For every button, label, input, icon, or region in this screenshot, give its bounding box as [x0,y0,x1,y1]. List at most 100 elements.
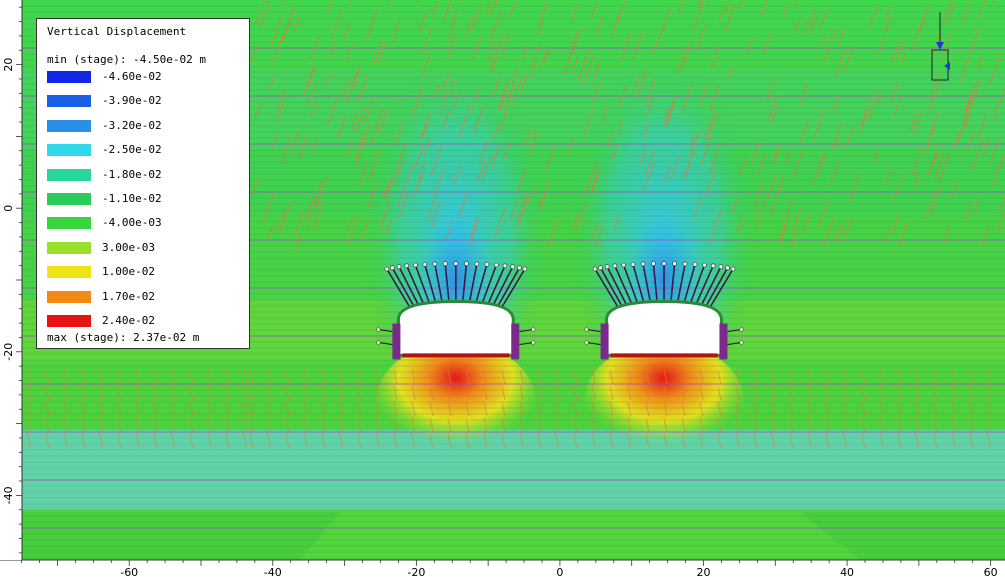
joint-line [591,417,596,433]
joint-line [117,369,122,385]
joint-line [395,144,406,172]
joint-line [531,43,541,67]
joint-line [446,20,456,44]
joint-line [443,0,452,22]
joint-line [312,199,325,231]
joint-line [976,55,984,72]
joint-line [573,433,578,449]
joint-line [817,198,829,227]
joint-line [940,33,952,62]
joint-line [746,37,753,55]
joint-line [473,107,484,135]
joint-line [825,385,830,401]
joint-line [717,417,722,433]
joint-line [99,417,104,433]
joint-line [833,94,840,111]
joint-line [347,216,354,232]
joint-line [538,192,547,212]
joint-line [464,16,474,40]
joint-line [189,385,194,401]
joint-line [708,142,721,174]
bolt-anchor [413,262,418,268]
joint-line [63,385,68,401]
joint-line [225,417,230,433]
joint-line [632,31,643,60]
bolt-anchor [396,264,402,270]
legend-swatch [47,290,91,303]
joint-line [329,40,336,58]
joint-line [676,45,688,75]
joint-line [951,385,956,401]
rock-bolt [386,268,411,308]
joint-line [867,90,879,120]
bolt-anchor [510,264,515,270]
joint-line [813,108,826,141]
y-tick-label: 0 [2,205,15,212]
rock-bolt [444,263,450,300]
joint-line [490,58,497,74]
joint-line [879,369,884,385]
joint-line [969,385,974,401]
joint-line [379,202,390,231]
joint-line [465,401,470,417]
joint-line [254,9,262,25]
joint-line [342,78,350,98]
rock-bolt [705,267,729,306]
legend-label: 1.70e-02 [102,289,155,303]
joint-line [383,174,393,197]
joint-line [973,199,980,214]
joint-line [771,433,776,449]
joint-line [440,91,449,113]
joint-line [135,369,140,385]
joint-line [889,80,899,105]
joint-line [937,152,950,185]
joint-line [537,433,542,449]
joint-line [573,417,578,433]
joint-line [992,0,995,5]
legend-swatch [47,71,91,83]
joint-line [803,17,810,34]
joint-line [897,39,905,58]
joint-line [682,149,695,181]
joint-line [519,401,524,417]
joint-line [928,71,940,102]
joint-line [924,126,936,155]
joint-line [458,193,468,219]
joint-line [825,401,830,417]
joint-line [483,385,488,401]
joint-line [135,417,140,433]
joint-line [491,142,501,166]
joint-line [699,433,704,449]
joint-line [153,417,158,433]
bolt-anchor [390,265,395,271]
joint-line [375,108,384,128]
joint-line [642,163,654,195]
joint-line [861,433,866,449]
joint-line [420,51,431,78]
bolt-anchor [702,262,707,268]
joint-line [392,159,404,188]
joint-line [848,173,860,203]
joint-line [810,7,817,23]
legend-min-label: min (stage): -4.50e-02 m [47,53,206,66]
joint-line [493,208,506,239]
joint-line [471,89,480,111]
joint-line [753,433,758,449]
joint-line [465,433,470,449]
joint-line [536,18,544,37]
joint-line [509,200,518,221]
soil-zone [0,512,340,560]
joint-line [585,161,598,193]
joint-line [876,91,883,107]
joint-line [207,385,212,401]
joint-line [592,58,602,83]
joint-line [859,108,869,133]
legend-swatch [47,119,91,132]
joint-line [577,49,590,81]
joint-line [932,149,939,165]
joint-line [434,82,441,98]
joint-line [664,94,677,125]
joint-line [429,369,434,385]
joint-line [249,401,254,417]
joint-line [313,181,323,205]
